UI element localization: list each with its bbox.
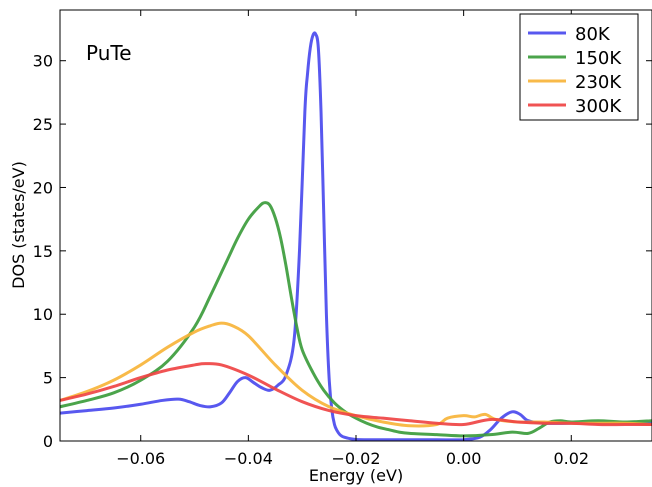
y-tick-label: 30 — [33, 52, 53, 71]
series-layer — [60, 31, 652, 441]
y-tick-label: 20 — [33, 178, 53, 197]
ticks-layer: −0.06 −0.04 −0.02 0.00 0.02 0 5 10 15 20 25 30 — [33, 10, 652, 468]
series-line-300K — [60, 362, 652, 427]
legend: 80K 150K 230K 300K — [519, 13, 639, 121]
x-tick-label: 0.00 — [446, 449, 482, 468]
x-tick-label: −0.02 — [331, 449, 380, 468]
x-tick-label: −0.06 — [116, 449, 165, 468]
y-tick-label: 15 — [33, 242, 53, 261]
annotation: PuTe — [86, 41, 132, 65]
x-tick-label: 0.02 — [553, 449, 589, 468]
legend-label-80K: 80K — [575, 24, 611, 45]
y-tick-label: 5 — [43, 369, 53, 388]
legend-label-300K: 300K — [575, 96, 622, 117]
y-tick-label: 25 — [33, 115, 53, 134]
y-tick-label: 0 — [43, 432, 53, 451]
x-tick-label: −0.04 — [224, 449, 273, 468]
y-tick-label: 10 — [33, 305, 53, 324]
y-axis-label: DOS (states/eV) — [9, 161, 28, 289]
legend-label-230K: 230K — [575, 72, 622, 93]
series-line-80K — [60, 31, 652, 441]
series-line-150K — [60, 201, 652, 438]
legend-label-150K: 150K — [575, 48, 622, 69]
x-axis-label: Energy (eV) — [309, 466, 403, 485]
